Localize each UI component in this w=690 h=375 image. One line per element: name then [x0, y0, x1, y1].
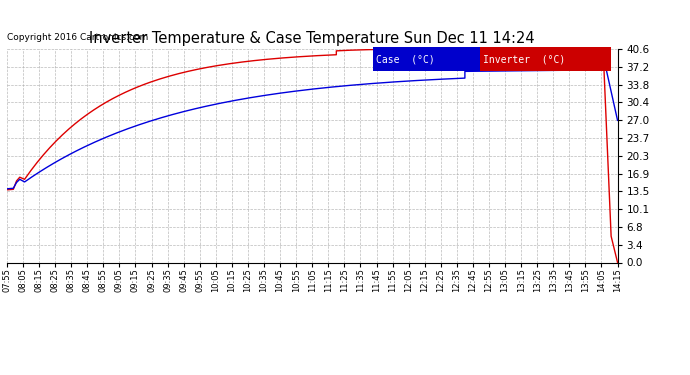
- Text: Case  (°C): Case (°C): [376, 54, 435, 64]
- Title: Inverter Temperature & Case Temperature Sun Dec 11 14:24: Inverter Temperature & Case Temperature …: [90, 31, 535, 46]
- Text: Inverter  (°C): Inverter (°C): [483, 54, 565, 64]
- Text: Copyright 2016 Cartronics.com: Copyright 2016 Cartronics.com: [7, 33, 148, 42]
